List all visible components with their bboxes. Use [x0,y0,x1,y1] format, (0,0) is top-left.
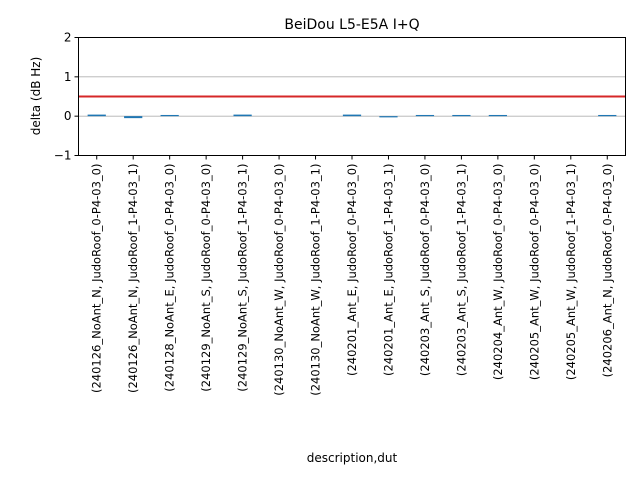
x-tick-label: (240130_NoAnt_W, JudoRoof_0-P4-03_0) [272,164,286,396]
bar [452,114,471,117]
x-tick-label: (240204_Ant_W, JudoRoof_0-P4-03_0) [491,164,505,381]
y-tick-label: 1 [64,70,72,84]
bar [379,116,398,118]
bar [415,114,435,117]
y-axis-ticks: −1 0 1 2 [54,31,79,163]
x-tick-label: (240203_Ant_S, JudoRoof_0-P4-03_0) [418,164,432,377]
x-tick-label: (240201_Ant_E, JudoRoof_1-P4-03_1) [381,164,395,377]
x-tick-label: (240201_Ant_E, JudoRoof_0-P4-03_0) [345,164,359,377]
bar [488,114,507,117]
bar [124,116,143,119]
x-tick-label: (240205_Ant_W, JudoRoof_1-P4-03_1) [564,164,578,381]
x-tick-label: (240128_NoAnt_E, JudoRoof_0-P4-03_0) [163,164,177,392]
x-tick-label: (240129_NoAnt_S, JudoRoof_0-P4-03_0) [199,164,213,392]
bars [87,114,617,119]
chart-title: BeiDou L5-E5A I+Q [284,17,419,33]
x-tick-label: (240126_NoAnt_N, JudoRoof_0-P4-03_0) [90,164,104,394]
bar [87,114,106,117]
x-axis-label: description,dut [307,451,398,465]
x-tick-label: (240129_NoAnt_S, JudoRoof_1-P4-03_1) [236,164,250,392]
y-axis-label: delta (dB Hz) [29,57,43,136]
y-tick-label: 0 [64,109,72,123]
x-tick-label: (240206_Ant_N, JudoRoof_0-P4-03_0) [600,164,614,378]
x-axis-ticks: (240126_NoAnt_N, JudoRoof_0-P4-03_0) (240… [90,155,614,396]
bar [342,114,362,117]
x-tick-label: (240130_NoAnt_W, JudoRoof_1-P4-03_1) [309,164,323,396]
x-tick-label: (240203_Ant_S, JudoRoof_1-P4-03_1) [454,164,468,377]
x-tick-label: (240126_NoAnt_N, JudoRoof_1-P4-03_1) [126,164,140,394]
bar [598,114,617,117]
bar [233,114,252,117]
y-tick-label: 2 [64,31,72,45]
bar [160,114,179,117]
y-tick-label: −1 [54,149,72,163]
x-tick-label: (240205_Ant_W, JudoRoof_0-P4-03_0) [527,164,541,381]
